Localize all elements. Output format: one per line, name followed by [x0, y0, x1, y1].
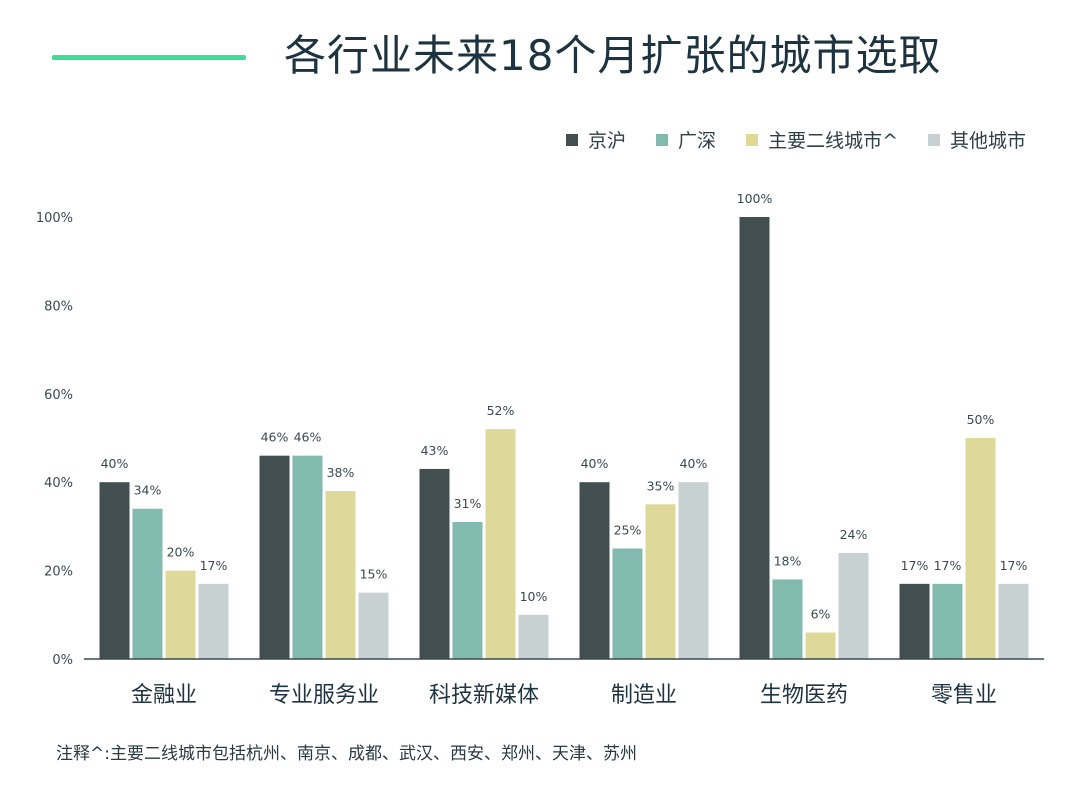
legend-label: 京沪 — [588, 130, 627, 152]
x-tick-label: 生物医药 — [760, 683, 848, 708]
legend-item-tier2: 主要二线城市^ — [746, 126, 898, 153]
bar — [99, 482, 130, 659]
bar — [805, 632, 836, 659]
bar — [965, 438, 996, 659]
data-label: 31% — [454, 496, 482, 511]
data-label: 15% — [360, 567, 388, 582]
y-tick-label: 80% — [44, 299, 73, 314]
data-label: 43% — [421, 443, 449, 458]
bar — [325, 491, 356, 659]
bar — [998, 583, 1029, 659]
legend: 京沪 广深 主要二线城市^ 其他城市 — [566, 126, 1026, 153]
data-label: 17% — [934, 558, 962, 573]
bar — [772, 579, 803, 659]
data-label: 46% — [261, 430, 289, 445]
x-tick-label: 零售业 — [931, 683, 997, 708]
bar — [452, 521, 483, 659]
legend-swatch — [746, 133, 759, 146]
footnote: 注释^:主要二线城市包括杭州、南京、成都、武汉、西安、郑州、天津、苏州 — [56, 744, 637, 764]
y-tick-label: 60% — [44, 388, 73, 403]
chart-title: 各行业未来18个月扩张的城市选取 — [284, 31, 942, 80]
data-label: 24% — [840, 527, 868, 542]
bar — [739, 217, 770, 659]
data-label: 6% — [811, 606, 831, 621]
legend-label: 广深 — [678, 130, 717, 152]
data-label: 40% — [581, 456, 609, 471]
bar — [645, 504, 676, 659]
bar — [838, 552, 869, 659]
data-label: 46% — [294, 430, 322, 445]
data-label: 25% — [614, 523, 642, 538]
data-label: 17% — [901, 558, 929, 573]
legend-swatch — [656, 133, 669, 146]
x-tick-label: 金融业 — [131, 683, 197, 708]
bar — [899, 583, 930, 659]
data-label: 100% — [737, 191, 773, 206]
bar — [932, 583, 963, 659]
bar — [579, 482, 610, 659]
x-tick-label: 科技新媒体 — [429, 683, 539, 708]
bar — [678, 482, 709, 659]
title-accent-line — [52, 55, 246, 60]
legend-item-other: 其他城市 — [927, 126, 1026, 153]
data-label: 40% — [101, 456, 129, 471]
legend-item-guangshen: 广深 — [656, 126, 716, 153]
data-label: 17% — [1000, 558, 1028, 573]
y-tick-label: 40% — [44, 476, 73, 491]
data-label: 50% — [967, 412, 995, 427]
data-label: 38% — [327, 465, 355, 480]
x-tick-label: 专业服务业 — [269, 683, 379, 708]
legend-label: 主要二线城市^ — [768, 130, 898, 152]
bar — [165, 570, 196, 659]
bar — [518, 614, 549, 659]
legend-swatch — [566, 133, 579, 146]
data-label: 10% — [520, 589, 548, 604]
x-tick-label: 制造业 — [611, 683, 677, 708]
y-tick-label: 100% — [36, 211, 73, 226]
data-label: 35% — [647, 478, 675, 493]
bar — [292, 455, 323, 659]
legend-item-jinghu: 京沪 — [566, 126, 626, 153]
y-tick-label: 0% — [52, 653, 73, 668]
data-label: 20% — [167, 545, 195, 560]
data-label: 18% — [774, 553, 802, 568]
data-label: 40% — [680, 456, 708, 471]
bar — [198, 583, 229, 659]
legend-swatch — [927, 133, 940, 146]
data-label: 17% — [200, 558, 228, 573]
bar — [132, 508, 163, 659]
bar — [419, 468, 450, 659]
bar — [612, 548, 643, 659]
legend-label: 其他城市 — [949, 130, 1026, 152]
bar — [485, 429, 516, 659]
data-label: 34% — [134, 483, 162, 498]
data-label: 52% — [487, 403, 515, 418]
y-tick-label: 20% — [44, 565, 73, 580]
bar — [358, 592, 389, 659]
bar — [259, 455, 290, 659]
